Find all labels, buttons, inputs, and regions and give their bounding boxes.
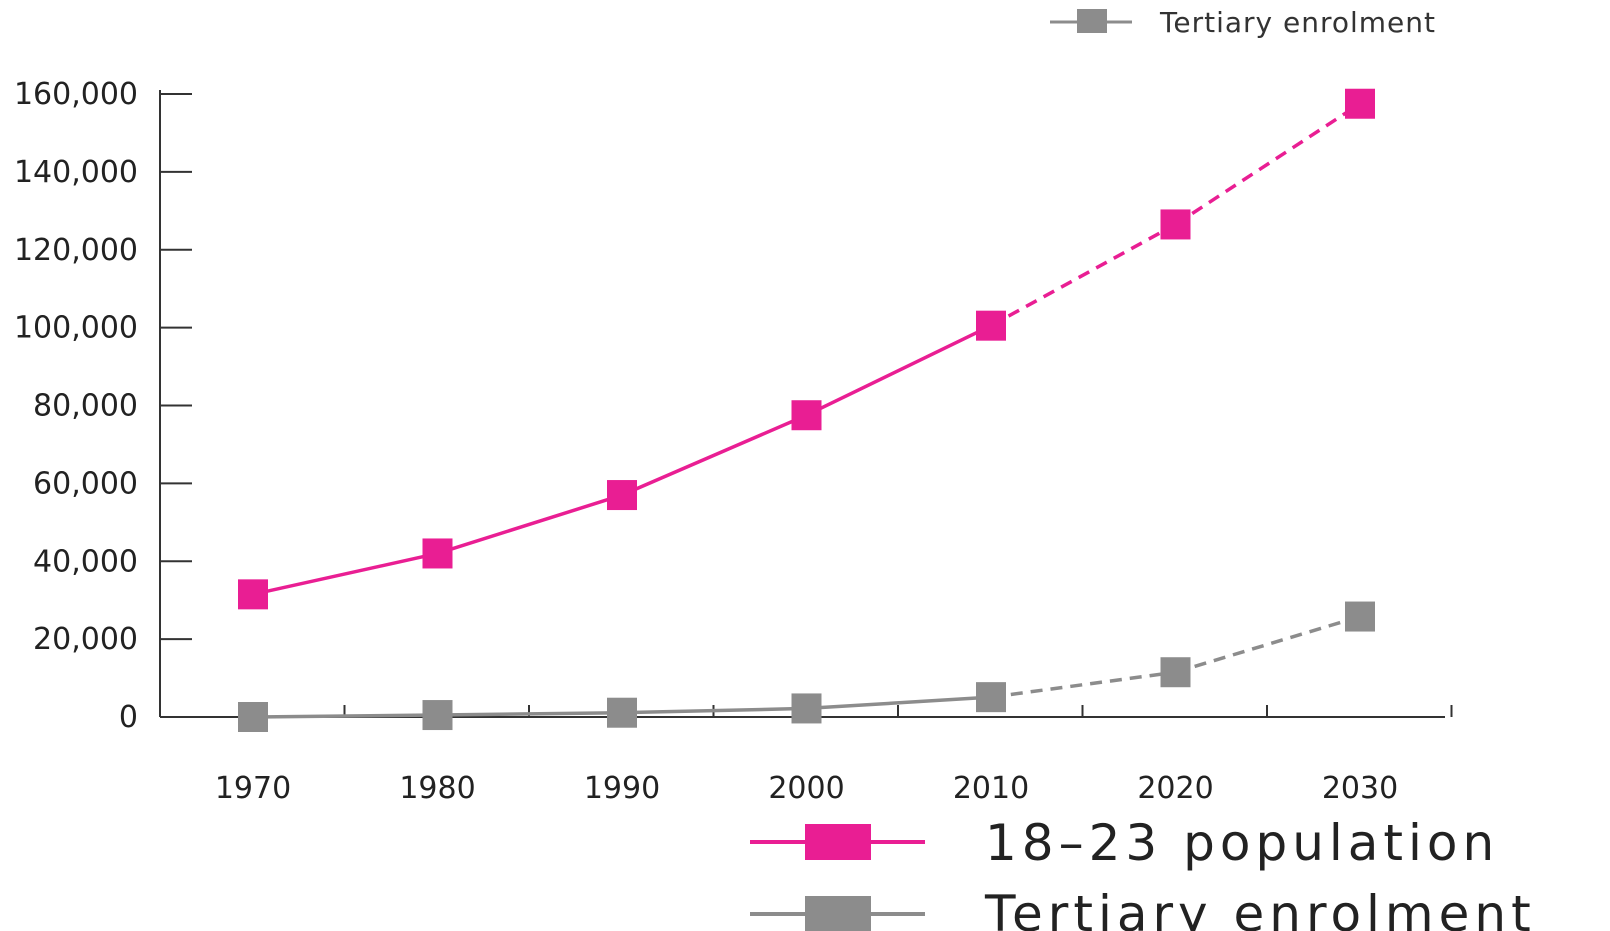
series-segment <box>252 551 438 597</box>
data-point-marker <box>238 579 268 610</box>
series-layer <box>238 88 1375 732</box>
x-tick-label: 2000 <box>768 771 844 806</box>
y-tick-label: 60,000 <box>33 466 138 501</box>
series-segment <box>806 695 992 711</box>
y-axis-ticks: 0 20,000 40,000 60,000 80,000 100,000 120,000 1… <box>14 77 192 735</box>
x-tick-label: 2010 <box>953 771 1029 806</box>
legend-top: Tertiary enrolment <box>1050 6 1436 39</box>
series-population <box>238 88 1375 610</box>
data-point-marker <box>1345 601 1375 632</box>
data-point-marker <box>607 697 637 728</box>
legend-item-population: 18–23 population <box>750 814 1499 872</box>
y-tick-label: 100,000 <box>14 311 138 346</box>
series-segment-projected <box>990 222 1177 328</box>
legend-top-marker <box>1077 9 1107 33</box>
data-point-marker <box>422 538 453 569</box>
x-tick-label: 1970 <box>215 771 291 806</box>
y-tick-label: 0 <box>119 700 138 735</box>
legend-population-marker <box>805 824 871 860</box>
series-segment <box>436 493 623 556</box>
data-point-marker <box>1345 88 1375 119</box>
series-segment <box>437 710 623 717</box>
y-tick-label: 20,000 <box>33 622 138 657</box>
x-axis-ticks: 1970 1980 1990 2000 2010 2020 2030 <box>215 705 1453 806</box>
legend-population-label: 18–23 population <box>985 814 1499 872</box>
y-tick-label: 40,000 <box>33 544 138 579</box>
legend-top-label: Tertiary enrolment <box>1159 6 1436 39</box>
legend-enrolment-label: Tertiary enrolment <box>984 885 1536 931</box>
legend-bottom: 18–23 population Tertiary enrolment <box>750 814 1536 931</box>
x-tick-label: 2030 <box>1322 771 1398 806</box>
data-point-marker <box>976 682 1006 713</box>
x-tick-label: 1980 <box>399 771 475 806</box>
y-tick-label: 120,000 <box>14 233 138 268</box>
legend-item-enrolment: Tertiary enrolment <box>750 885 1536 931</box>
series-segment-projected <box>1174 102 1361 226</box>
data-point-marker <box>976 310 1006 341</box>
data-point-marker <box>1160 209 1191 240</box>
y-tick-label: 80,000 <box>33 389 138 424</box>
y-tick-label: 160,000 <box>14 77 138 112</box>
data-point-marker <box>791 693 822 724</box>
legend-enrolment-marker <box>805 896 871 931</box>
series-segment-projected <box>1174 614 1361 674</box>
data-point-marker <box>607 480 637 511</box>
data-point-marker <box>422 700 453 731</box>
data-point-marker <box>238 702 268 732</box>
series-segment <box>252 713 438 719</box>
y-tick-label: 140,000 <box>14 155 138 190</box>
series-segment <box>621 413 808 497</box>
series-enrolment <box>238 601 1375 732</box>
series-segment-projected <box>990 670 1176 699</box>
x-tick-label: 2020 <box>1137 771 1213 806</box>
x-tick-label: 1990 <box>584 771 660 806</box>
series-segment <box>805 324 992 417</box>
series-segment <box>621 706 807 715</box>
data-point-marker <box>791 400 822 431</box>
data-point-marker <box>1160 657 1191 688</box>
